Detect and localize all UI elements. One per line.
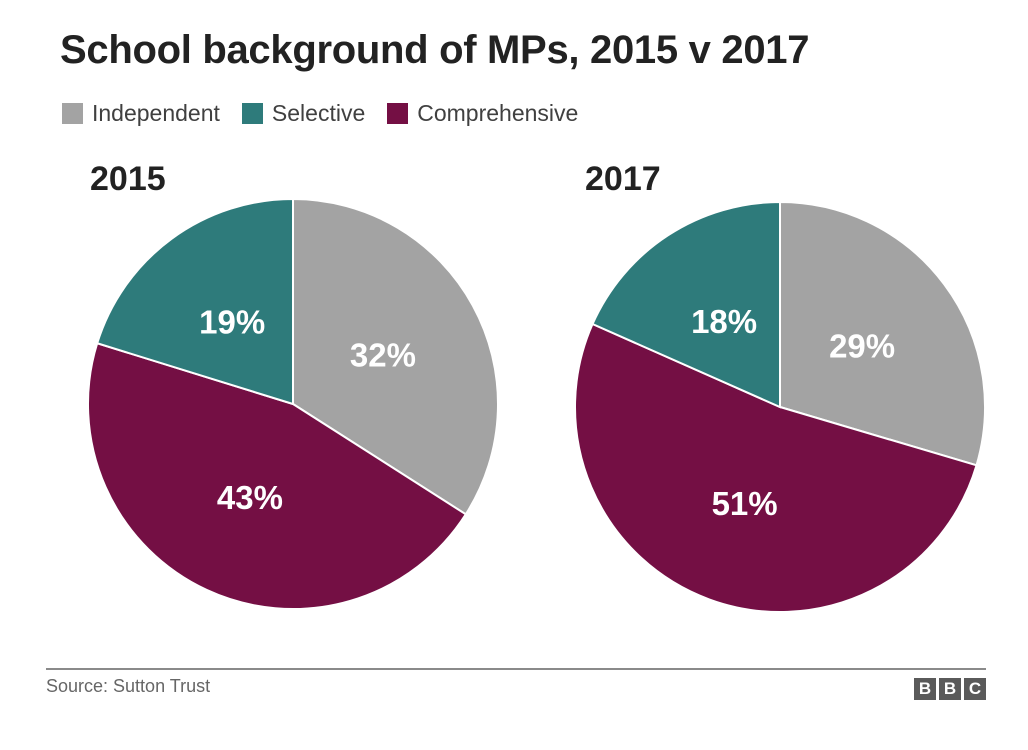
pie-value-label-2015-independent: 32% — [350, 337, 416, 374]
bbc-logo-letter-2: B — [939, 678, 961, 700]
bbc-logo: B B C — [911, 678, 986, 700]
legend-label-comprehensive: Comprehensive — [417, 99, 579, 126]
legend-label-independent: Independent — [92, 99, 220, 126]
pie-slice-2015-independent — [292, 197, 499, 516]
pie-slice-2015-selective — [95, 197, 294, 406]
pie-slice-2017-selective — [591, 200, 781, 409]
pie-chart-2015: 2015 32% 43% 19% — [87, 160, 499, 610]
pie-slice-2017-comprehensive — [574, 322, 978, 613]
legend-item-selective: Selective — [241, 99, 366, 127]
legend-label-selective: Selective — [271, 99, 366, 126]
legend-swatch-selective — [241, 102, 263, 124]
pie-value-label-2017-comprehensive: 51% — [712, 485, 778, 522]
legend-swatch-independent — [62, 102, 83, 124]
legend-item-independent: Independent — [62, 100, 220, 127]
legend-swatch-comprehensive — [387, 102, 409, 124]
pie-charts: 2015 32% 43% 19% 2017 29% 51% 18% — [87, 160, 987, 613]
pie-value-label-2015-selective: 19% — [199, 304, 265, 341]
pie-slice-2017-independent — [779, 200, 987, 467]
footer-divider — [46, 668, 986, 670]
legend-item-comprehensive: Comprehensive — [387, 100, 578, 127]
pie-chart-2017: 2017 29% 51% 18% — [574, 160, 987, 613]
source-note: Source: Sutton Trust — [46, 676, 211, 696]
bbc-logo-letter-3: C — [964, 678, 986, 700]
chart-title: School background of MPs, 2015 v 2017 — [60, 28, 810, 72]
pie-year-label-2015: 2015 — [90, 160, 166, 198]
pie-slice-2015-comprehensive — [87, 342, 468, 610]
pie-value-label-2015-comprehensive: 43% — [217, 479, 283, 516]
pie-year-label-2017: 2017 — [585, 160, 661, 198]
pie-value-label-2017-independent: 29% — [829, 328, 895, 365]
bbc-logo-letter-1: B — [914, 678, 936, 700]
pie-value-label-2017-selective: 18% — [691, 303, 757, 340]
legend: Independent Selective Comprehensive — [62, 100, 600, 126]
